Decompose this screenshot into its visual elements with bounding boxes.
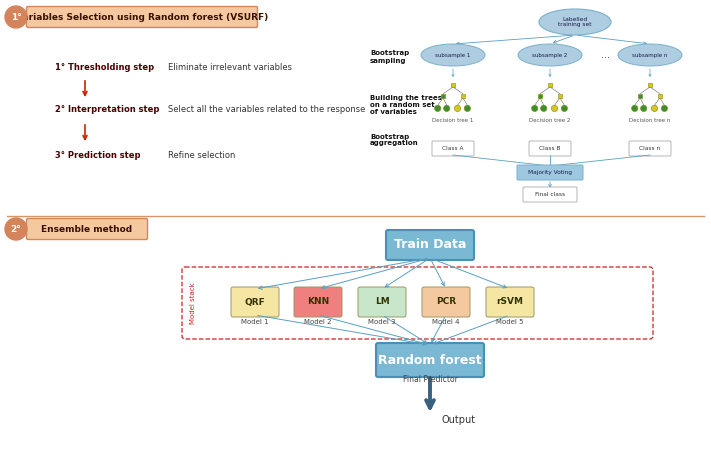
Circle shape — [651, 105, 658, 111]
Text: Decision tree 2: Decision tree 2 — [529, 119, 571, 124]
Circle shape — [540, 105, 547, 111]
Text: Select all the variables related to the response: Select all the variables related to the … — [168, 106, 365, 115]
Circle shape — [444, 105, 450, 111]
Circle shape — [551, 105, 557, 111]
FancyBboxPatch shape — [26, 218, 147, 239]
Text: subsample 1: subsample 1 — [435, 52, 471, 57]
Text: 3° Prediction step: 3° Prediction step — [55, 151, 141, 160]
Text: PCR: PCR — [436, 298, 456, 307]
Text: Train Data: Train Data — [394, 239, 466, 252]
FancyBboxPatch shape — [523, 187, 577, 202]
Text: Random forest: Random forest — [378, 354, 482, 367]
Text: Class n: Class n — [639, 146, 661, 151]
Circle shape — [464, 105, 471, 111]
Text: Majority Voting: Majority Voting — [528, 170, 572, 175]
Circle shape — [561, 105, 567, 111]
Bar — [558, 94, 562, 98]
Circle shape — [454, 105, 461, 111]
FancyBboxPatch shape — [432, 141, 474, 156]
Text: Model 2: Model 2 — [304, 319, 332, 325]
Text: 1° Thresholding step: 1° Thresholding step — [55, 64, 154, 73]
Bar — [658, 94, 662, 98]
Text: 2°: 2° — [11, 225, 21, 234]
Text: subsample n: subsample n — [632, 52, 668, 57]
FancyBboxPatch shape — [422, 287, 470, 317]
Text: Output: Output — [442, 415, 476, 425]
Bar — [638, 94, 642, 98]
Text: Decision tree 1: Decision tree 1 — [432, 119, 474, 124]
Text: Labelled
training set: Labelled training set — [558, 17, 592, 28]
FancyBboxPatch shape — [358, 287, 406, 317]
Text: KNN: KNN — [307, 298, 329, 307]
Text: Class A: Class A — [442, 146, 464, 151]
Text: Bootstrap
sampling: Bootstrap sampling — [370, 51, 410, 64]
FancyBboxPatch shape — [629, 141, 671, 156]
Text: Refine selection: Refine selection — [168, 151, 235, 160]
Text: QRF: QRF — [245, 298, 265, 307]
Text: Variables Selection using Random forest (VSURF): Variables Selection using Random forest … — [16, 13, 268, 22]
Circle shape — [661, 105, 668, 111]
Circle shape — [5, 218, 27, 240]
Bar — [538, 94, 542, 98]
Text: rSVM: rSVM — [496, 298, 523, 307]
Ellipse shape — [539, 9, 611, 35]
Bar — [648, 83, 652, 87]
FancyBboxPatch shape — [231, 287, 279, 317]
Text: Decision tree n: Decision tree n — [629, 119, 670, 124]
Text: Model 1: Model 1 — [241, 319, 269, 325]
FancyBboxPatch shape — [26, 6, 257, 28]
Text: LM: LM — [375, 298, 390, 307]
Text: Model 5: Model 5 — [496, 319, 524, 325]
FancyBboxPatch shape — [486, 287, 534, 317]
Text: Building the trees
on a random set
of variables: Building the trees on a random set of va… — [370, 95, 442, 115]
Bar — [548, 83, 552, 87]
Text: Bootstrap
aggregation: Bootstrap aggregation — [370, 133, 419, 147]
Ellipse shape — [518, 44, 582, 66]
FancyBboxPatch shape — [529, 141, 571, 156]
Circle shape — [532, 105, 538, 111]
FancyBboxPatch shape — [376, 343, 484, 377]
Ellipse shape — [618, 44, 682, 66]
Ellipse shape — [421, 44, 485, 66]
Text: ...: ... — [601, 50, 609, 60]
FancyBboxPatch shape — [517, 165, 583, 180]
Text: Model 3: Model 3 — [368, 319, 396, 325]
Text: Model 4: Model 4 — [432, 319, 460, 325]
Circle shape — [631, 105, 638, 111]
Bar — [461, 94, 465, 98]
Circle shape — [5, 6, 27, 28]
FancyBboxPatch shape — [294, 287, 342, 317]
Bar — [441, 94, 445, 98]
Text: Class B: Class B — [539, 146, 561, 151]
Text: Ensemble method: Ensemble method — [41, 225, 132, 234]
Circle shape — [434, 105, 441, 111]
FancyBboxPatch shape — [386, 230, 474, 260]
Text: subsample 2: subsample 2 — [533, 52, 567, 57]
Text: Final class: Final class — [535, 192, 565, 197]
Text: Model stack: Model stack — [190, 282, 196, 324]
Bar — [451, 83, 455, 87]
Text: Final Predictor: Final Predictor — [402, 376, 457, 385]
Circle shape — [641, 105, 647, 111]
Text: Eliminate irrelevant variables: Eliminate irrelevant variables — [168, 64, 292, 73]
Text: 1°: 1° — [11, 13, 21, 22]
Text: 2° Interpretation step: 2° Interpretation step — [55, 106, 159, 115]
